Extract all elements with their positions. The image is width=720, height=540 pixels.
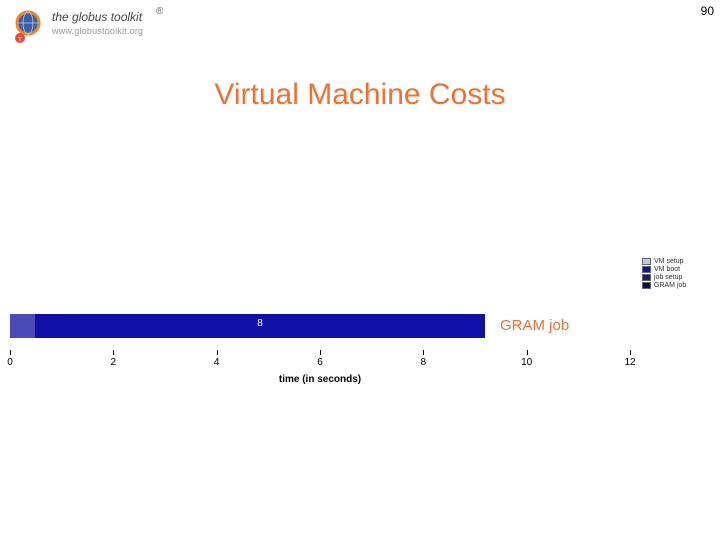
bar-segment-prefix [10, 314, 35, 338]
axis-tick-label: 10 [521, 357, 532, 368]
logo-product-name: the globus toolkit [52, 10, 142, 24]
bar-segment-main: 8 [35, 314, 486, 338]
axis-tick [217, 350, 218, 355]
logo-registered-mark: ® [156, 6, 163, 17]
slide-page: 90 T the globus toolkit ® www.globustool… [0, 0, 720, 540]
legend-item: VM boot [642, 266, 712, 273]
legend-swatch-job-setup [642, 274, 651, 281]
legend-item: GRAM job [642, 282, 712, 289]
slide-title: Virtual Machine Costs [0, 78, 720, 112]
legend-label: VM setup [654, 258, 684, 265]
legend-swatch-vm-setup [642, 258, 651, 265]
legend-label: job setup [654, 274, 682, 281]
axis-tick-label: 4 [214, 357, 220, 368]
page-number: 90 [701, 4, 714, 18]
axis-tick [10, 350, 11, 355]
axis-tick [113, 350, 114, 355]
axis-tick-label: 12 [624, 357, 635, 368]
legend-swatch-gram-job [642, 282, 651, 289]
legend-label: VM boot [654, 266, 680, 273]
globus-logo-icon: T [10, 8, 46, 44]
axis-tick [527, 350, 528, 355]
axis-tick [423, 350, 424, 355]
axis-tick [630, 350, 631, 355]
axis-tick-label: 6 [317, 357, 323, 368]
legend-item: VM setup [642, 258, 712, 265]
svg-text:T: T [18, 37, 22, 43]
x-axis-title: time (in seconds) [0, 374, 640, 385]
axis-tick-label: 2 [111, 357, 117, 368]
axis-tick-label: 0 [7, 357, 13, 368]
logo-url: www.globustoolkit.org [52, 26, 143, 36]
bar-value-label: 8 [35, 318, 486, 329]
gram-job-annotation: GRAM job [500, 317, 569, 334]
legend-item: job setup [642, 274, 712, 281]
legend-swatch-vm-boot [642, 266, 651, 273]
chart-legend: VM setup VM boot job setup GRAM job [642, 258, 712, 290]
axis-tick [320, 350, 321, 355]
axis-tick-label: 8 [421, 357, 427, 368]
legend-label: GRAM job [654, 282, 686, 289]
globus-logo: T the globus toolkit ® www.globustoolkit… [10, 8, 230, 50]
